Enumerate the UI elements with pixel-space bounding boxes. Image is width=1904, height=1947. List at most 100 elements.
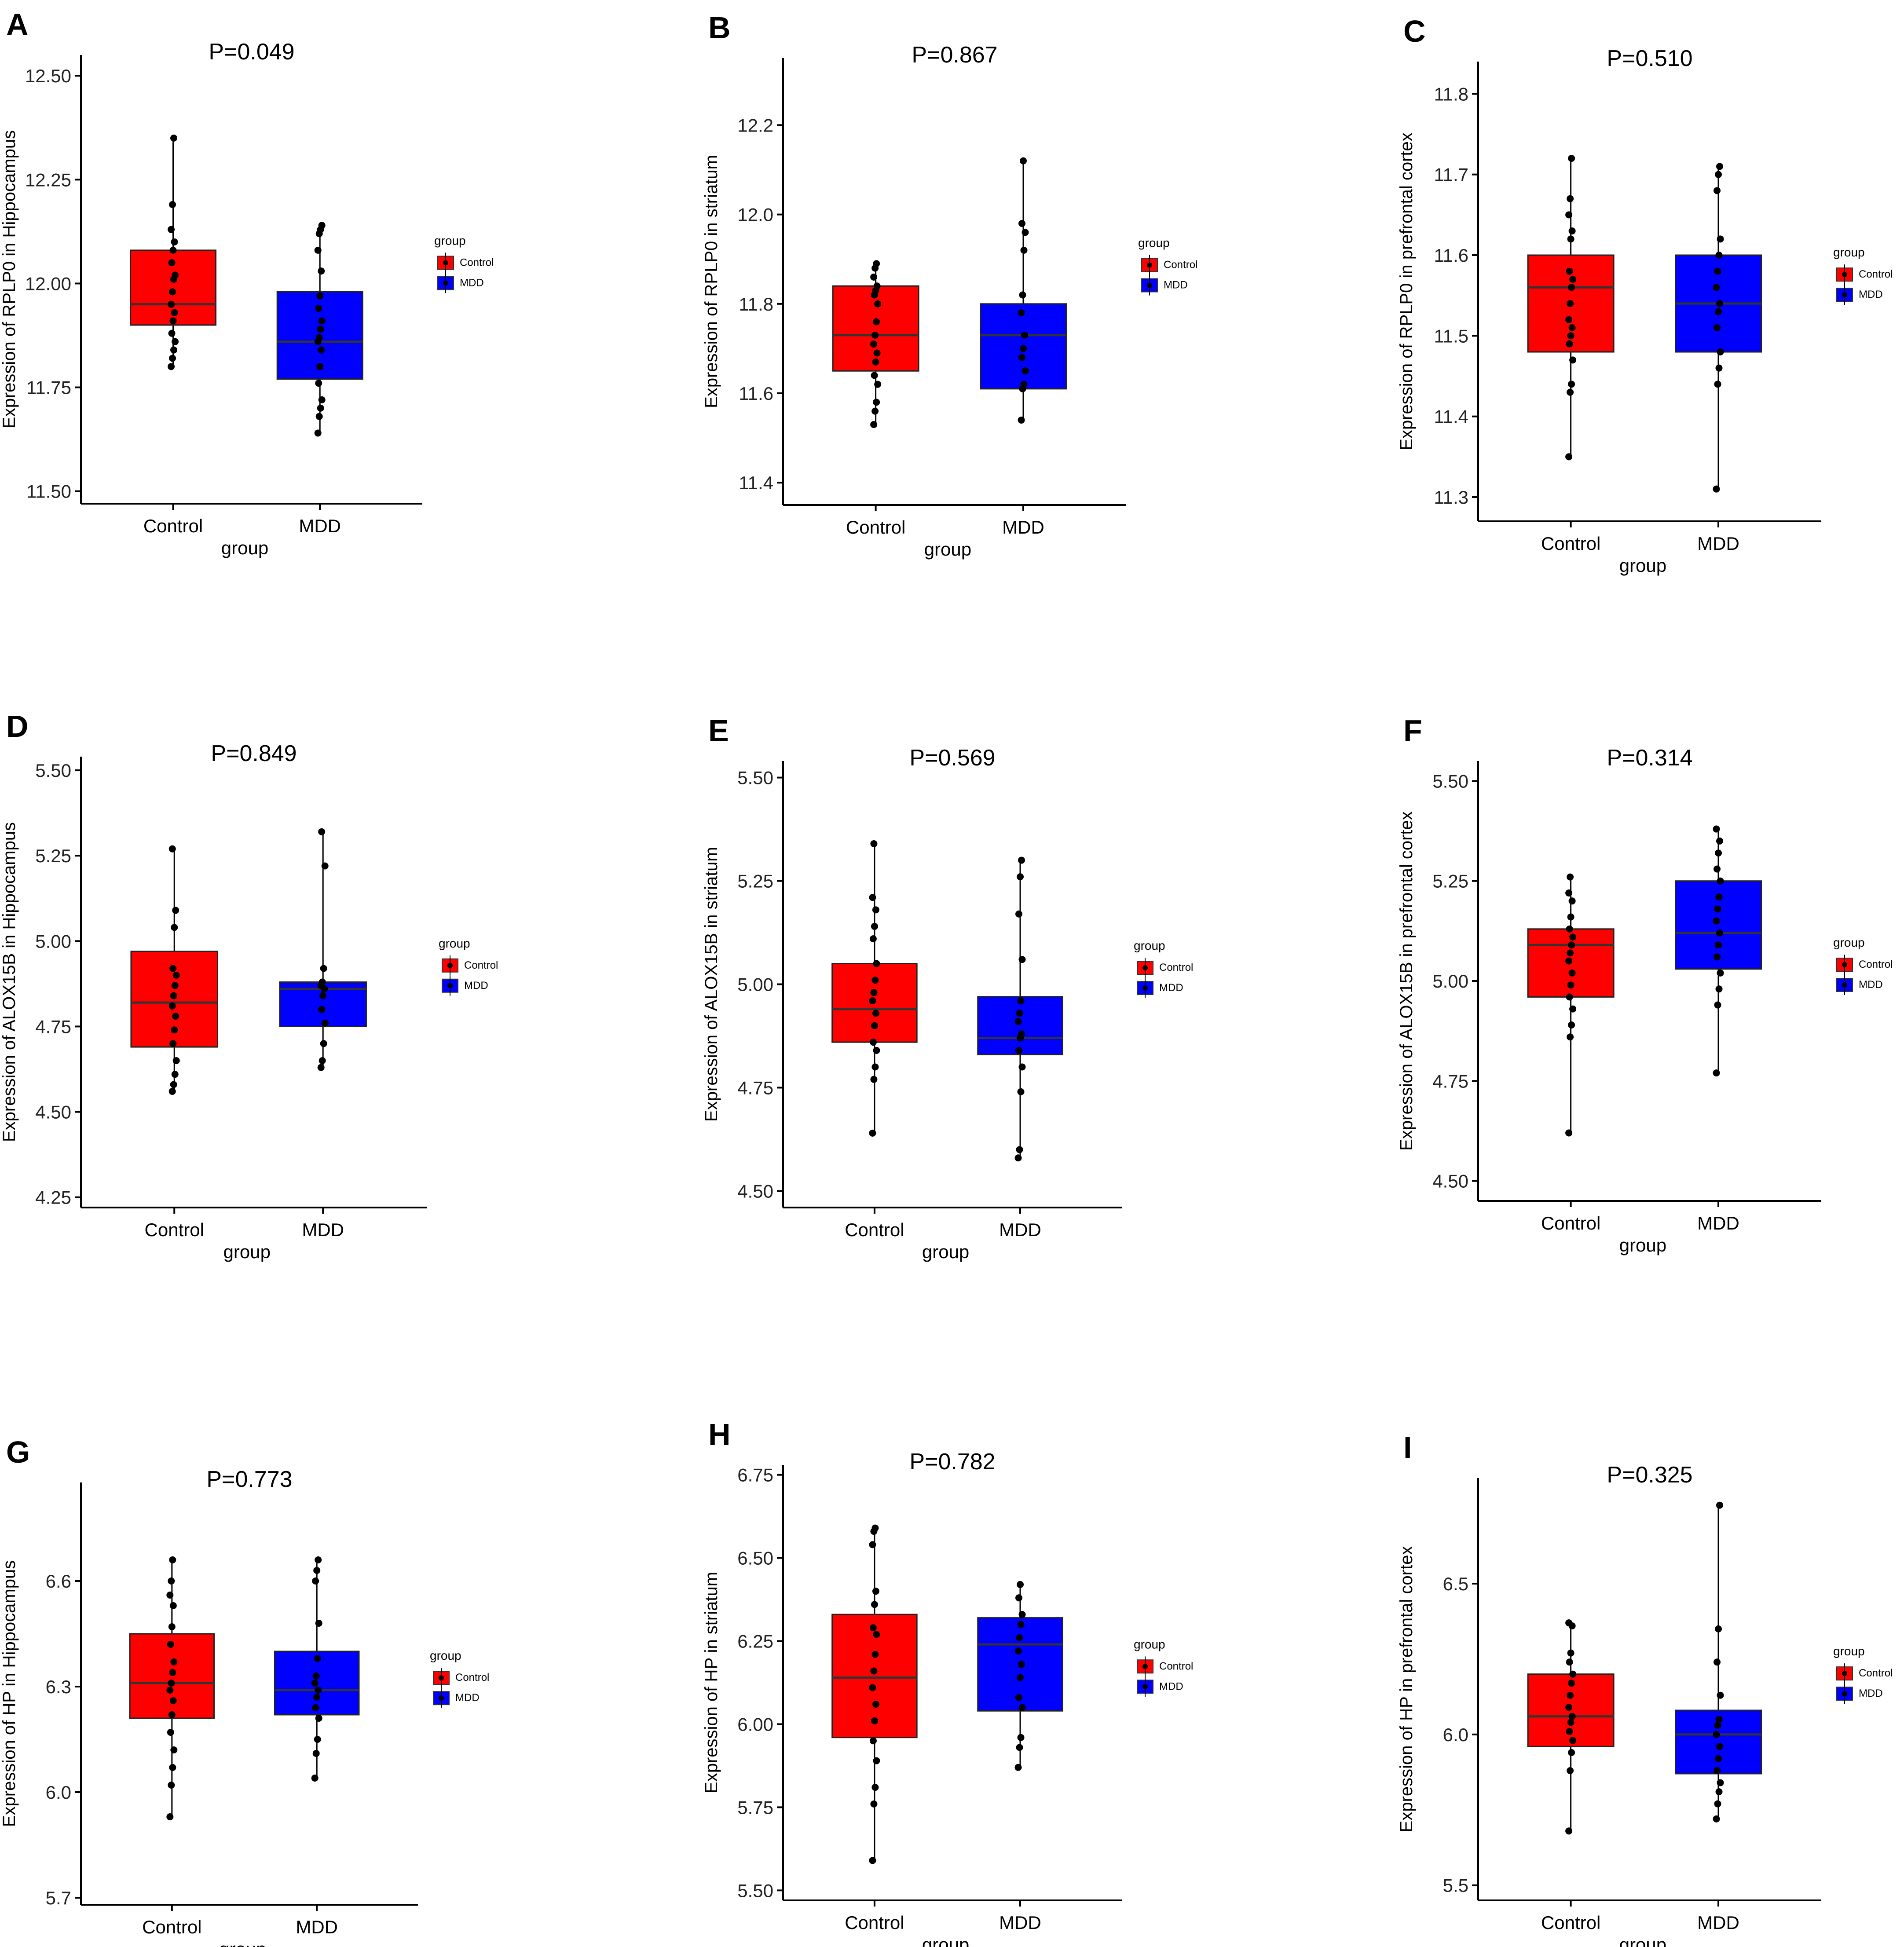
data-point [171, 238, 178, 245]
data-point [872, 1701, 879, 1708]
data-point [1716, 929, 1723, 937]
data-point [1565, 889, 1573, 897]
x-axis-title: group [221, 538, 268, 558]
y-tick-label: 5.5 [1443, 1875, 1468, 1896]
y-tick-label: 5.25 [737, 871, 773, 892]
data-point [319, 992, 327, 999]
box-body [832, 285, 919, 372]
data-point [1018, 1661, 1025, 1668]
data-point [1018, 220, 1025, 227]
data-point [1568, 155, 1575, 162]
data-point [1713, 1815, 1720, 1823]
data-point [168, 1623, 176, 1630]
data-point [1567, 235, 1574, 243]
data-point [1565, 1129, 1573, 1137]
panel-title: P=0.782 [909, 1449, 995, 1475]
x-tick-label: MDD [302, 1219, 344, 1240]
legend-item-mdd: MDD [1141, 275, 1188, 296]
data-point [869, 1624, 877, 1632]
y-axis-title: Expression of ALOX15B in Hippocampus [0, 822, 19, 1142]
data-point [1714, 381, 1721, 388]
data-point [1717, 348, 1724, 355]
data-point [1715, 985, 1723, 993]
data-point [1567, 981, 1574, 989]
box-control [1527, 1619, 1615, 1835]
data-point [1715, 1716, 1723, 1723]
legend-point [443, 260, 448, 266]
data-point [1018, 1611, 1026, 1618]
legend: group Control MDD [434, 234, 494, 293]
y-tick-label: 4.50 [1432, 1171, 1468, 1192]
x-axis-title: group [922, 1241, 969, 1262]
y-tick-label: 12.25 [25, 169, 71, 190]
data-point [874, 300, 882, 307]
x-tick-label: MDD [299, 516, 341, 536]
legend-point [1842, 272, 1847, 278]
y-tick-label: 11.4 [739, 472, 773, 493]
panel-letter: E [708, 714, 729, 748]
y-tick-label: 5.75 [737, 1797, 773, 1818]
data-point [869, 1857, 876, 1864]
data-point [1017, 997, 1025, 1005]
data-point [319, 978, 326, 986]
data-point [1714, 1722, 1721, 1729]
legend: group Control MDD [1833, 1644, 1893, 1704]
data-point [169, 1040, 177, 1047]
x-tick-label: Control [845, 1219, 904, 1240]
data-point [871, 1601, 878, 1608]
data-point [1715, 252, 1723, 259]
data-point [169, 288, 176, 296]
data-point [1566, 925, 1573, 933]
y-tick-label: 5.25 [1432, 871, 1468, 892]
panel-title: P=0.314 [1607, 745, 1692, 771]
panel-title: P=0.510 [1607, 46, 1692, 71]
data-point [873, 318, 880, 326]
legend-item-mdd: MDD [437, 273, 484, 293]
y-tick-label: 5.25 [35, 845, 71, 866]
data-point [314, 1655, 321, 1662]
data-point [318, 1006, 326, 1013]
legend-point [1842, 292, 1847, 298]
panel-letter: A [6, 7, 29, 42]
data-point [1716, 1501, 1723, 1509]
data-point [870, 989, 878, 996]
data-point [168, 363, 175, 370]
data-point [874, 381, 882, 388]
data-point [172, 971, 180, 979]
data-point [1568, 1713, 1576, 1720]
data-point [1018, 856, 1025, 864]
data-point [1018, 956, 1026, 963]
y-tick-label: 5.00 [737, 974, 773, 995]
data-point [1717, 235, 1724, 243]
box-mdd [1675, 825, 1762, 1077]
legend-title: group [1833, 936, 1865, 949]
y-axis-title: Expression of ALOX15B in prefrontal cort… [1397, 811, 1416, 1151]
box-mdd [1675, 1501, 1762, 1823]
data-point [873, 1757, 880, 1764]
data-point [321, 862, 329, 870]
data-point [1568, 1749, 1575, 1756]
legend-item-control: Control [1137, 1656, 1193, 1677]
data-point [1715, 308, 1722, 315]
data-point [873, 960, 880, 967]
data-point [171, 309, 178, 316]
data-point [1716, 837, 1723, 845]
x-tick-label: Control [1541, 1912, 1600, 1933]
data-point [316, 363, 324, 370]
data-point [873, 1047, 880, 1054]
legend-label: Control [455, 1672, 489, 1683]
data-point [1014, 1154, 1022, 1162]
legend-point [1842, 1671, 1847, 1676]
box-control [130, 134, 217, 370]
data-point [1569, 276, 1577, 283]
legend-item-control: Control [1836, 264, 1893, 285]
data-point [320, 1040, 327, 1047]
legend-item-control: Control [1836, 1663, 1893, 1684]
y-tick-label: 5.50 [1432, 771, 1468, 791]
data-point [1716, 1743, 1723, 1750]
data-point [1014, 1018, 1022, 1025]
panel-letter: H [708, 1417, 731, 1452]
data-point [869, 1684, 876, 1691]
panel-title: P=0.325 [1607, 1462, 1692, 1488]
